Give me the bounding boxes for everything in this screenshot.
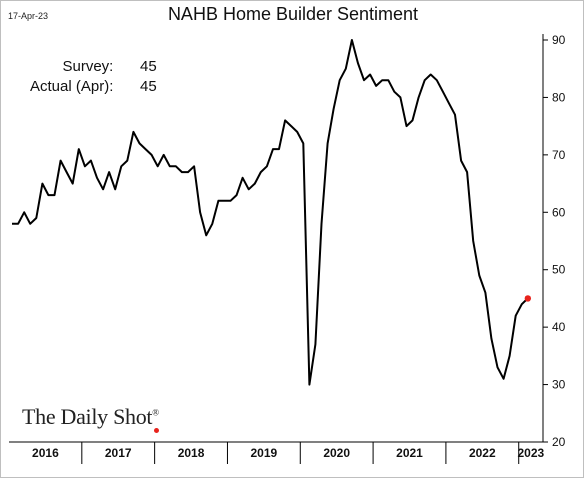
logo-dot	[154, 428, 159, 433]
x-tick-label: 2018	[178, 446, 205, 460]
x-tick-label: 2022	[469, 446, 496, 460]
x-tick-label: 2021	[396, 446, 423, 460]
survey-value: 45	[140, 58, 157, 75]
y-tick-label: 40	[552, 320, 566, 334]
annotation-values: 45 45	[140, 57, 157, 97]
last-point-marker	[524, 295, 532, 302]
logo-mark: ®	[152, 407, 159, 418]
logo-text: The Daily Shot	[22, 404, 153, 429]
chart-title: NAHB Home Builder Sentiment	[167, 4, 419, 24]
y-tick-label: 90	[552, 33, 566, 47]
y-tick-label: 60	[552, 205, 566, 219]
y-tick-label: 70	[552, 148, 566, 162]
survey-label: Survey:	[62, 58, 114, 75]
x-tick-label: 2016	[32, 446, 59, 460]
actual-value: 45	[140, 78, 157, 95]
x-tick-label: 2017	[105, 446, 132, 460]
date-stamp: 17-Apr-23	[8, 11, 49, 21]
y-tick-label: 30	[552, 378, 566, 392]
x-tick-label: 2019	[251, 446, 278, 460]
x-tick-label: 2023	[518, 446, 545, 460]
y-tick-label: 80	[552, 90, 566, 104]
annotation-labels: Survey: Actual (Apr):	[30, 57, 113, 97]
daily-shot-logo: The Daily Shot®	[22, 404, 159, 430]
y-tick-label: 20	[552, 435, 566, 449]
x-tick-label: 2020	[323, 446, 350, 460]
series-line	[12, 39, 529, 386]
actual-label: Actual (Apr):	[30, 78, 114, 95]
y-tick-label: 50	[552, 263, 566, 277]
